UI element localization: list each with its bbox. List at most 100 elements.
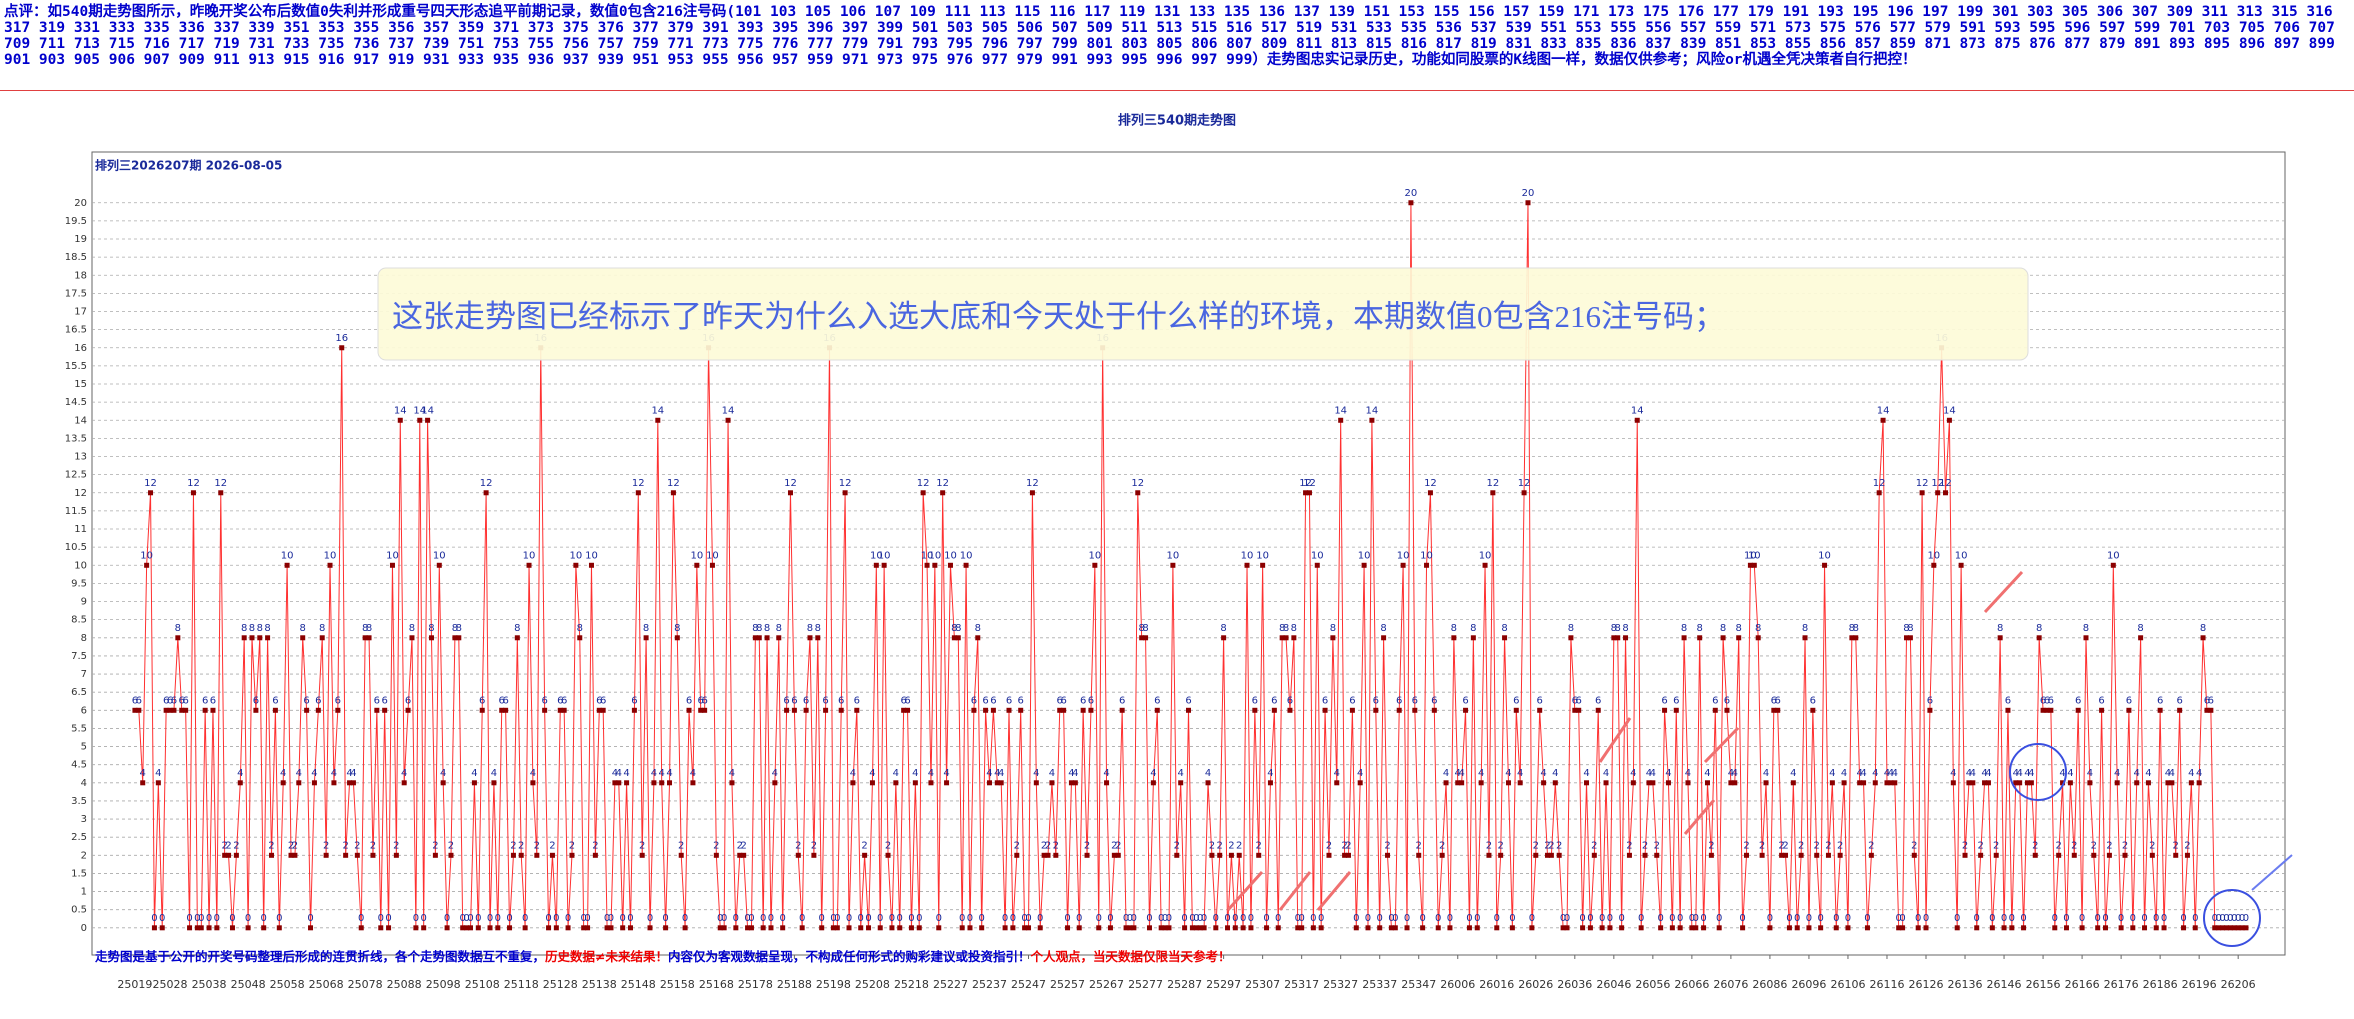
data-point xyxy=(1825,852,1831,858)
data-label: 4 xyxy=(1892,768,1898,779)
data-point xyxy=(1338,417,1344,423)
data-point xyxy=(1392,925,1398,931)
data-point xyxy=(268,852,274,858)
data-label: 4 xyxy=(237,768,243,779)
data-label: 0 xyxy=(565,913,571,924)
data-label: 4 xyxy=(1650,768,1656,779)
data-point xyxy=(1724,707,1730,713)
data-label: 4 xyxy=(729,768,735,779)
data-label: 6 xyxy=(900,695,906,706)
data-point xyxy=(2040,707,2046,713)
data-point xyxy=(713,852,719,858)
data-point xyxy=(994,780,1000,786)
data-point xyxy=(1564,925,1570,931)
data-label: 4 xyxy=(2087,768,2093,779)
data-label: 4 xyxy=(2145,768,2151,779)
data-label: 6 xyxy=(822,695,828,706)
data-label: 0 xyxy=(467,913,473,924)
data-point xyxy=(1712,707,1718,713)
data-point xyxy=(479,707,485,713)
data-label: 6 xyxy=(596,695,602,706)
data-point xyxy=(2099,707,2105,713)
data-label: 0 xyxy=(1295,913,1301,924)
data-label: 0 xyxy=(1466,913,1472,924)
data-point xyxy=(1170,562,1176,568)
data-point xyxy=(866,925,872,931)
y-tick-label: 10.5 xyxy=(65,542,87,553)
data-label: 8 xyxy=(1681,623,1687,634)
data-label: 4 xyxy=(1583,768,1589,779)
data-label: 0 xyxy=(748,913,754,924)
data-point xyxy=(1595,707,1601,713)
data-point xyxy=(1923,925,1929,931)
data-label: 2 xyxy=(1217,840,1223,851)
x-tick-label: 26046 xyxy=(1596,978,1631,991)
data-label: 8 xyxy=(951,623,957,634)
data-point xyxy=(2145,780,2151,786)
data-point xyxy=(2243,925,2249,931)
x-tick-label: 26106 xyxy=(1830,978,1865,991)
data-point xyxy=(1701,925,1707,931)
x-tick-label: 25247 xyxy=(1011,978,1046,991)
data-label: 14 xyxy=(1366,405,1379,416)
data-label: 0 xyxy=(908,913,914,924)
data-label: 4 xyxy=(2024,768,2030,779)
data-point xyxy=(1291,635,1297,641)
data-point xyxy=(577,635,583,641)
data-point xyxy=(893,780,899,786)
data-point xyxy=(1537,707,1543,713)
data-point xyxy=(214,925,220,931)
data-label: 2 xyxy=(225,840,231,851)
data-label: 6 xyxy=(1927,695,1933,706)
data-point xyxy=(1197,925,1203,931)
data-point xyxy=(1950,780,1956,786)
data-point xyxy=(553,925,559,931)
data-label: 0 xyxy=(1263,913,1269,924)
data-label: 2 xyxy=(549,840,555,851)
data-label: 16 xyxy=(335,333,348,344)
x-tick-label: 25198 xyxy=(816,978,851,991)
data-label: 0 xyxy=(2001,913,2007,924)
x-tick-label: 26196 xyxy=(2182,978,2217,991)
x-tick-label: 25068 xyxy=(309,978,344,991)
y-tick-label: 0.5 xyxy=(71,905,87,916)
data-point xyxy=(487,925,493,931)
data-label: 8 xyxy=(300,623,306,634)
data-label: 4 xyxy=(1763,768,1769,779)
data-label: 4 xyxy=(2013,768,2019,779)
x-tick-label: 25019 xyxy=(117,978,152,991)
data-label: 2 xyxy=(2122,840,2128,851)
data-label: 0 xyxy=(385,913,391,924)
data-point xyxy=(452,635,458,641)
data-label: 4 xyxy=(280,768,286,779)
data-point xyxy=(901,707,907,713)
data-label: 6 xyxy=(1673,695,1679,706)
x-tick-label: 25227 xyxy=(933,978,968,991)
x-tick-label: 25098 xyxy=(426,978,461,991)
data-label: 0 xyxy=(682,913,688,924)
y-tick-label: 16.5 xyxy=(65,325,87,336)
data-point xyxy=(1107,925,1113,931)
data-label: 6 xyxy=(2098,695,2104,706)
data-label: 0 xyxy=(261,913,267,924)
data-label: 2 xyxy=(1759,840,1765,851)
data-point xyxy=(1412,707,1418,713)
data-point xyxy=(510,852,516,858)
data-point xyxy=(784,707,790,713)
data-point xyxy=(440,780,446,786)
data-point xyxy=(815,635,821,641)
arrow xyxy=(1316,871,1352,911)
data-label: 2 xyxy=(1533,840,1539,851)
data-label: 10 xyxy=(1397,550,1410,561)
data-point xyxy=(1026,925,1032,931)
data-point xyxy=(1747,562,1753,568)
data-point xyxy=(413,925,419,931)
data-point xyxy=(1244,562,1250,568)
data-label: 6 xyxy=(541,695,547,706)
data-label: 8 xyxy=(752,623,758,634)
data-point xyxy=(1068,780,1074,786)
data-point xyxy=(2024,780,2030,786)
data-point xyxy=(1424,562,1430,568)
data-point xyxy=(2173,852,2179,858)
data-label: 6 xyxy=(1185,695,1191,706)
